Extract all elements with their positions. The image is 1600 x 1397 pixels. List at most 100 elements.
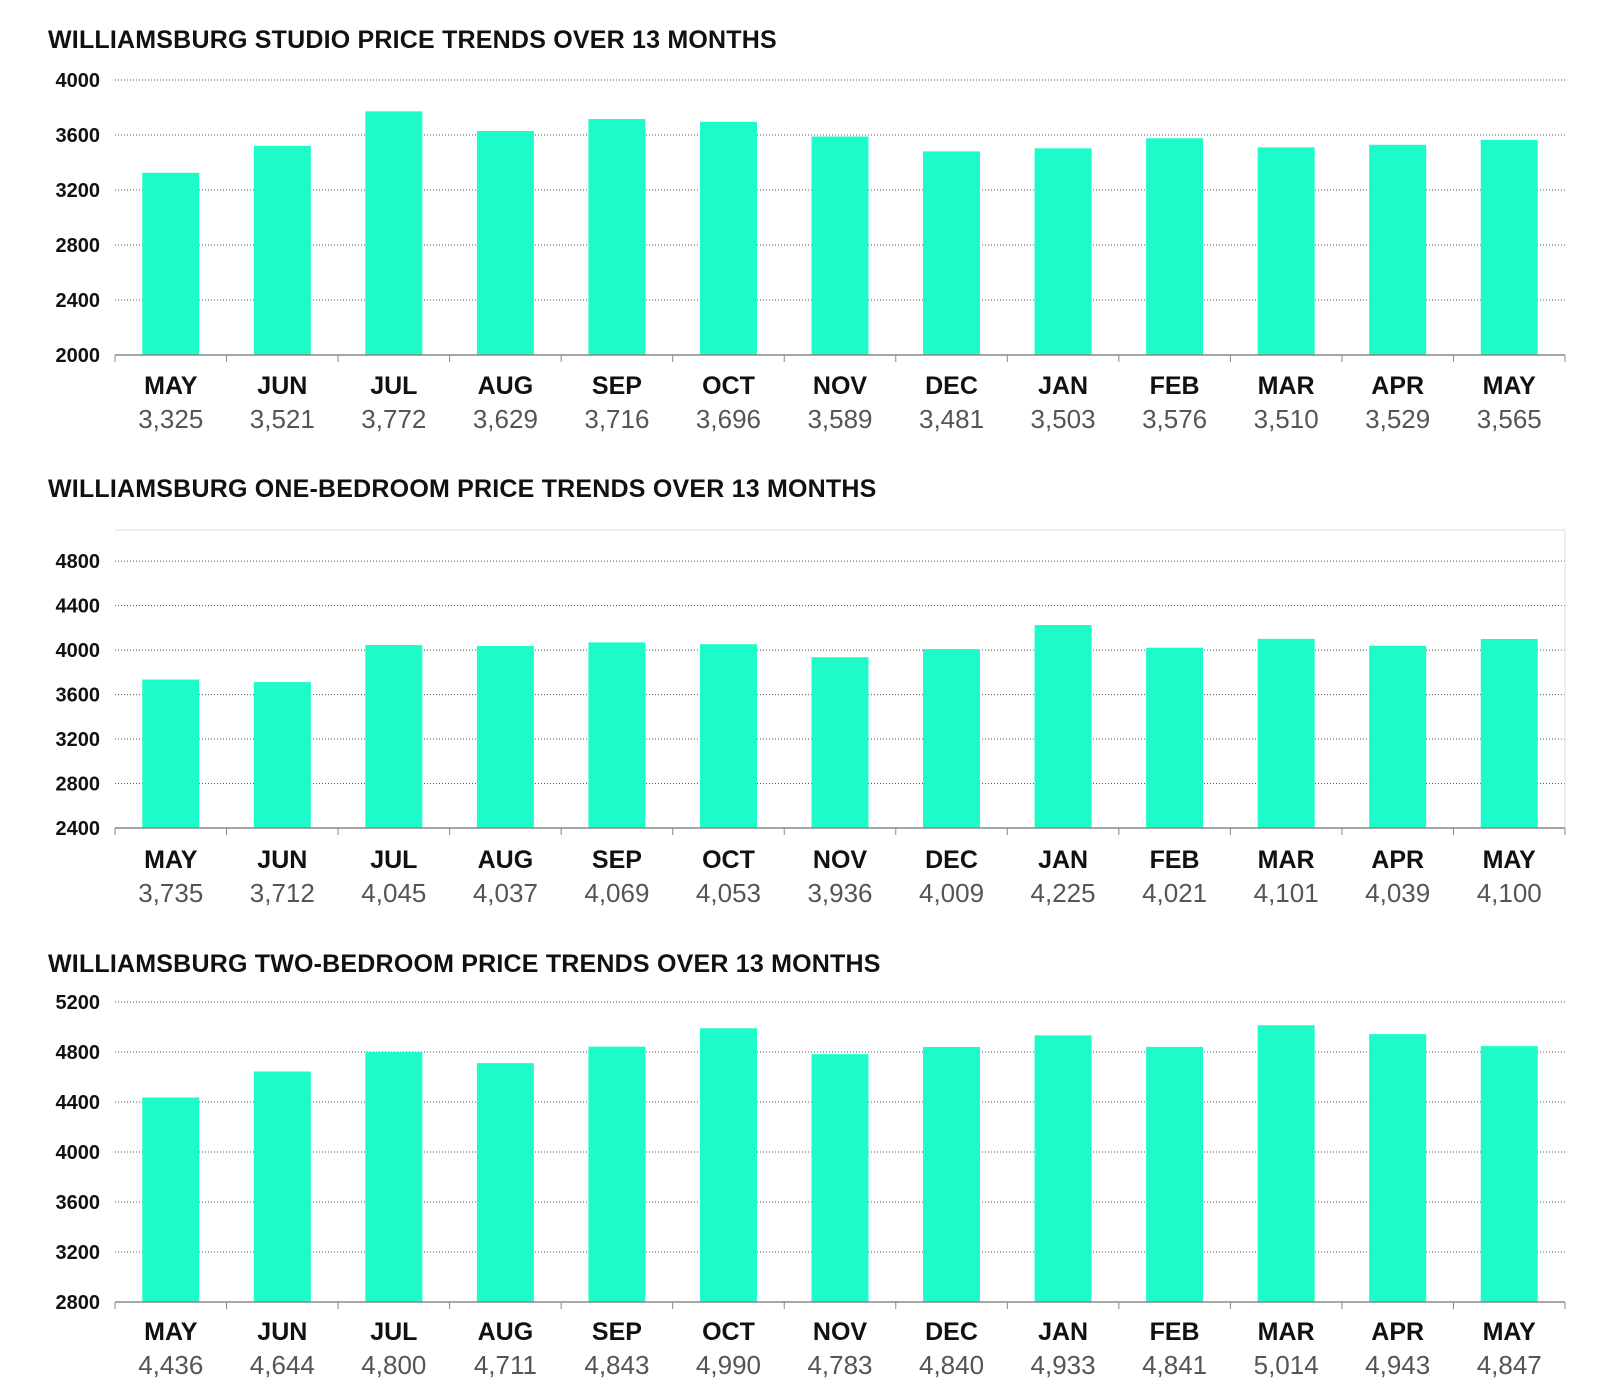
one-bedroom-category-label: AUG xyxy=(478,846,534,874)
two-bedroom-value-label: 4,800 xyxy=(361,1350,426,1380)
one-bedroom-value-label: 4,100 xyxy=(1477,878,1542,908)
studio-bar xyxy=(699,121,757,355)
studio-value-label: 3,521 xyxy=(250,404,315,434)
studio-category-label: MAR xyxy=(1258,372,1315,400)
two-bedroom-value-label: 4,840 xyxy=(919,1350,984,1380)
two-bedroom-category-label: JAN xyxy=(1038,1318,1088,1346)
one-bedroom-value-label: 4,039 xyxy=(1365,878,1430,908)
studio-chart: 2000 2400 2800 3200 3600 4000 MAY 3,325 JUN 3,521… xyxy=(56,70,1566,434)
two-bedroom-bar xyxy=(699,1028,757,1302)
one-bedroom-value-label: 3,936 xyxy=(807,878,872,908)
two-bedroom-category-label: SEP xyxy=(592,1318,642,1346)
one-bedroom-category-label: MAY xyxy=(1483,846,1537,874)
studio-value-label: 3,716 xyxy=(584,404,649,434)
two-bedroom-value-label: 4,644 xyxy=(250,1350,315,1380)
studio-value-label: 3,576 xyxy=(1142,404,1207,434)
studio-category-label: NOV xyxy=(813,372,868,400)
two-bedroom-value-label: 4,990 xyxy=(696,1350,761,1380)
one-bedroom-bar xyxy=(253,682,311,828)
one-bedroom-value-label: 4,225 xyxy=(1031,878,1096,908)
two-bedroom-value-label: 4,436 xyxy=(138,1350,203,1380)
one-bedroom-chart: 2400 2800 3200 3600 4000 4400 4800 MAY 3,735 JUN 3… xyxy=(56,529,1566,908)
two-bedroom-value-label: 4,933 xyxy=(1031,1350,1096,1380)
one-bedroom-y-tick-label: 2400 xyxy=(56,818,101,840)
studio-category-label: MAY xyxy=(1483,372,1537,400)
two-bedroom-bar xyxy=(1257,1025,1315,1302)
one-bedroom-category-label: MAR xyxy=(1258,846,1315,874)
one-bedroom-value-label: 4,045 xyxy=(361,878,426,908)
one-bedroom-category-label: JUL xyxy=(370,846,417,874)
one-bedroom-bar xyxy=(1480,638,1538,828)
one-bedroom-value-label: 3,735 xyxy=(138,878,203,908)
one-bedroom-y-tick-label: 4400 xyxy=(56,596,101,618)
studio-bar xyxy=(811,136,869,355)
studio-value-label: 3,481 xyxy=(919,404,984,434)
studio-category-label: JAN xyxy=(1038,372,1088,400)
one-bedroom-bar xyxy=(923,649,981,828)
two-bedroom-y-tick-label: 5200 xyxy=(56,992,101,1014)
one-bedroom-y-tick-label: 4000 xyxy=(56,640,101,662)
one-bedroom-category-label: JAN xyxy=(1038,846,1088,874)
one-bedroom-value-label: 4,009 xyxy=(919,878,984,908)
two-bedroom-value-label: 4,943 xyxy=(1365,1350,1430,1380)
two-bedroom-category-label: MAR xyxy=(1258,1318,1315,1346)
two-bedroom-category-label: APR xyxy=(1371,1318,1424,1346)
one-bedroom-value-label: 4,069 xyxy=(584,878,649,908)
studio-bar xyxy=(588,119,646,355)
studio-value-label: 3,325 xyxy=(138,404,203,434)
studio-y-tick-label: 3200 xyxy=(56,180,101,202)
studio-bar xyxy=(365,111,423,355)
two-bedroom-category-label: MAY xyxy=(1483,1318,1537,1346)
one-bedroom-value-label: 3,712 xyxy=(250,878,315,908)
two-bedroom-bar xyxy=(365,1052,423,1302)
one-bedroom-category-label: MAY xyxy=(144,846,198,874)
two-bedroom-value-label: 4,843 xyxy=(584,1350,649,1380)
studio-bar xyxy=(253,145,311,355)
studio-bar xyxy=(1369,144,1427,355)
two-bedroom-bar xyxy=(142,1097,200,1302)
studio-category-label: DEC xyxy=(925,372,978,400)
two-bedroom-bar xyxy=(1034,1035,1092,1302)
studio-y-tick-label: 3600 xyxy=(56,125,101,147)
two-bedroom-value-label: 4,783 xyxy=(807,1350,872,1380)
one-bedroom-y-tick-label: 3600 xyxy=(56,685,101,707)
two-bedroom-y-tick-label: 2800 xyxy=(56,1292,101,1314)
two-bedroom-bar xyxy=(253,1071,311,1302)
studio-bar xyxy=(1034,148,1092,355)
studio-value-label: 3,565 xyxy=(1477,404,1542,434)
two-bedroom-y-tick-label: 4800 xyxy=(56,1042,101,1064)
studio-category-label: JUN xyxy=(257,372,307,400)
studio-chart-title: WILLIAMSBURG STUDIO PRICE TRENDS OVER 13… xyxy=(48,26,777,54)
two-bedroom-bar xyxy=(811,1054,869,1302)
studio-category-label: JUL xyxy=(370,372,417,400)
two-bedroom-y-tick-label: 3200 xyxy=(56,1242,101,1264)
two-bedroom-y-tick-label: 4000 xyxy=(56,1142,101,1164)
two-bedroom-value-label: 5,014 xyxy=(1254,1350,1319,1380)
one-bedroom-category-label: OCT xyxy=(702,846,755,874)
one-bedroom-bar xyxy=(1146,647,1204,828)
studio-value-label: 3,772 xyxy=(361,404,426,434)
studio-category-label: AUG xyxy=(478,372,534,400)
two-bedroom-bar xyxy=(588,1046,646,1302)
one-bedroom-bar xyxy=(588,642,646,828)
two-bedroom-bar xyxy=(476,1063,534,1302)
one-bedroom-y-tick-label: 3200 xyxy=(56,729,101,751)
studio-category-label: MAY xyxy=(144,372,198,400)
two-bedroom-category-label: DEC xyxy=(925,1318,978,1346)
studio-value-label: 3,589 xyxy=(807,404,872,434)
studio-value-label: 3,529 xyxy=(1365,404,1430,434)
two-bedroom-chart-title: WILLIAMSBURG TWO-BEDROOM PRICE TRENDS OV… xyxy=(48,950,881,978)
studio-category-label: OCT xyxy=(702,372,755,400)
studio-bar xyxy=(1146,138,1204,355)
studio-category-label: SEP xyxy=(592,372,642,400)
two-bedroom-bar xyxy=(923,1047,981,1302)
one-bedroom-bar xyxy=(365,645,423,828)
two-bedroom-y-tick-label: 4400 xyxy=(56,1092,101,1114)
studio-bar xyxy=(1257,147,1315,355)
two-bedroom-value-label: 4,847 xyxy=(1477,1350,1542,1380)
two-bedroom-category-label: AUG xyxy=(478,1318,534,1346)
one-bedroom-bar xyxy=(142,679,200,828)
one-bedroom-bar xyxy=(1369,645,1427,828)
studio-y-tick-label: 4000 xyxy=(56,70,101,92)
